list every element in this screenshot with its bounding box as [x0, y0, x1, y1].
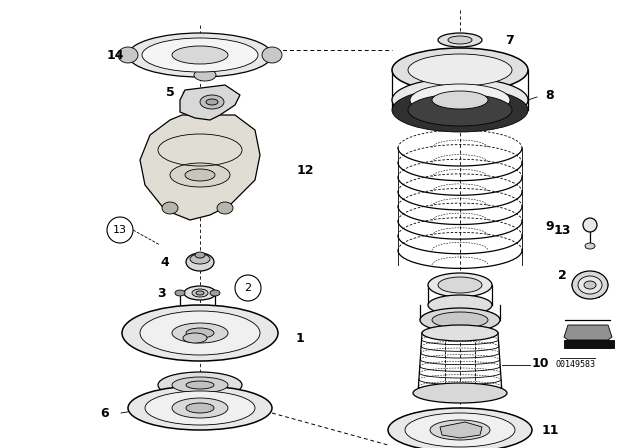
- Ellipse shape: [172, 323, 228, 343]
- Ellipse shape: [118, 47, 138, 63]
- Ellipse shape: [448, 36, 472, 44]
- Circle shape: [107, 217, 133, 243]
- Text: 12: 12: [296, 164, 314, 177]
- Ellipse shape: [196, 291, 204, 295]
- Ellipse shape: [184, 286, 216, 300]
- Ellipse shape: [410, 84, 510, 116]
- Ellipse shape: [392, 88, 528, 132]
- Text: 2: 2: [557, 268, 566, 281]
- Ellipse shape: [392, 48, 528, 92]
- Ellipse shape: [572, 271, 608, 299]
- Ellipse shape: [584, 281, 596, 289]
- Text: 9: 9: [546, 220, 554, 233]
- Ellipse shape: [145, 391, 255, 425]
- Polygon shape: [180, 85, 240, 120]
- Ellipse shape: [405, 413, 515, 447]
- Ellipse shape: [206, 99, 218, 105]
- Text: 10: 10: [531, 357, 548, 370]
- Ellipse shape: [128, 386, 272, 430]
- Ellipse shape: [158, 372, 242, 398]
- Ellipse shape: [172, 377, 228, 393]
- Ellipse shape: [432, 91, 488, 109]
- Ellipse shape: [190, 254, 210, 264]
- Text: 5: 5: [166, 86, 174, 99]
- Ellipse shape: [122, 305, 278, 361]
- Text: 4: 4: [161, 255, 170, 268]
- Ellipse shape: [142, 38, 258, 72]
- Text: 6: 6: [100, 406, 109, 419]
- Ellipse shape: [408, 94, 512, 126]
- Ellipse shape: [432, 312, 488, 328]
- Ellipse shape: [170, 163, 230, 187]
- Ellipse shape: [175, 290, 185, 296]
- Circle shape: [235, 275, 261, 301]
- Ellipse shape: [578, 276, 602, 294]
- Text: 13: 13: [113, 225, 127, 235]
- Text: 8: 8: [546, 89, 554, 102]
- Polygon shape: [440, 422, 482, 438]
- Ellipse shape: [192, 289, 208, 297]
- Polygon shape: [564, 325, 612, 340]
- Ellipse shape: [428, 295, 492, 315]
- Ellipse shape: [422, 325, 498, 341]
- Ellipse shape: [262, 47, 282, 63]
- Ellipse shape: [140, 311, 260, 355]
- Ellipse shape: [438, 277, 482, 293]
- Ellipse shape: [430, 420, 490, 440]
- Text: 1: 1: [296, 332, 305, 345]
- Ellipse shape: [186, 403, 214, 413]
- Ellipse shape: [183, 333, 207, 343]
- Ellipse shape: [210, 290, 220, 296]
- Ellipse shape: [388, 408, 532, 448]
- Ellipse shape: [172, 46, 228, 64]
- Text: 7: 7: [506, 34, 515, 47]
- Ellipse shape: [585, 243, 595, 249]
- Ellipse shape: [420, 308, 500, 332]
- Ellipse shape: [162, 202, 178, 214]
- Ellipse shape: [408, 54, 512, 86]
- Ellipse shape: [413, 383, 507, 403]
- Polygon shape: [140, 115, 260, 220]
- Ellipse shape: [194, 69, 216, 81]
- Ellipse shape: [428, 273, 492, 297]
- Text: 14: 14: [106, 48, 124, 61]
- Ellipse shape: [186, 253, 214, 271]
- Ellipse shape: [438, 33, 482, 47]
- Ellipse shape: [217, 202, 233, 214]
- Text: 3: 3: [157, 287, 166, 300]
- Text: O0149583: O0149583: [555, 360, 595, 369]
- Bar: [564, 340, 614, 348]
- Ellipse shape: [185, 169, 215, 181]
- Ellipse shape: [392, 78, 528, 122]
- Ellipse shape: [195, 252, 205, 258]
- Text: 13: 13: [554, 224, 571, 237]
- Circle shape: [583, 218, 597, 232]
- Ellipse shape: [186, 381, 214, 389]
- Text: 11: 11: [541, 423, 559, 436]
- Text: 2: 2: [244, 283, 252, 293]
- Ellipse shape: [186, 328, 214, 338]
- Ellipse shape: [172, 398, 228, 418]
- Ellipse shape: [128, 33, 272, 77]
- Ellipse shape: [200, 95, 224, 109]
